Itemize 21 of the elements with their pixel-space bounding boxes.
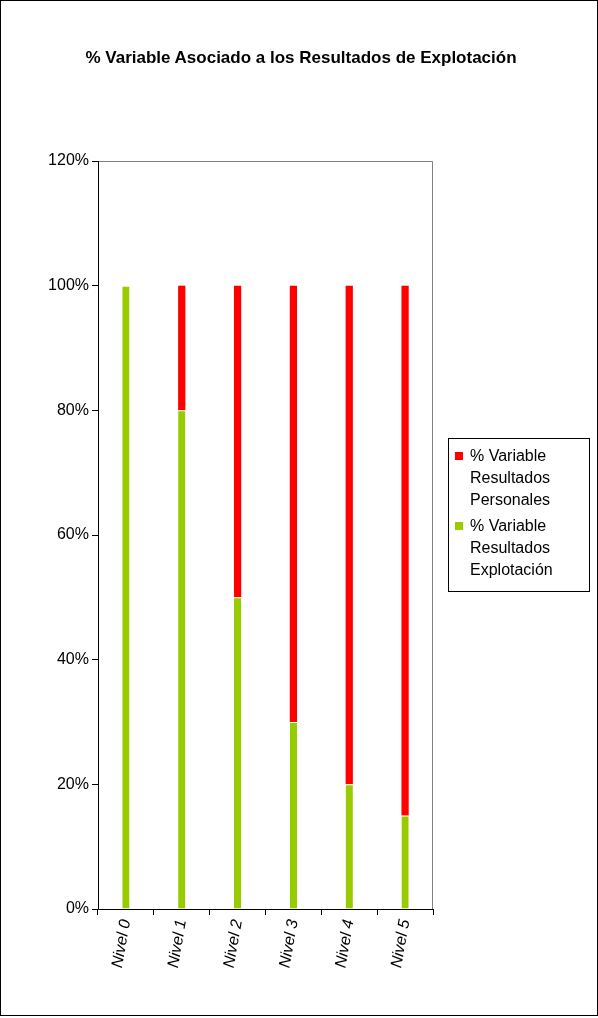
y-tick-label: 20%: [56, 774, 89, 792]
x-tick-label: Nivel 2: [219, 917, 245, 970]
bar: [178, 285, 186, 411]
legend-label: % Variable Resultados Personales: [470, 446, 552, 510]
x-tick-label: Nivel 5: [387, 917, 413, 970]
y-tick-label: 80%: [56, 400, 89, 418]
x-tick-label: Nivel 3: [275, 917, 301, 970]
bar: [289, 285, 298, 722]
chart-title: % Variable Asociado a los Resultados de Explotación: [84, 47, 518, 69]
legend-label: % Variable Resultados Explotación: [470, 516, 554, 580]
y-tick-label: 100%: [48, 276, 89, 294]
bar: [401, 285, 409, 816]
y-tick-label: 60%: [56, 525, 89, 543]
x-tick-label: Nivel 4: [331, 917, 357, 970]
bar: [345, 285, 353, 785]
x-tick-label: Nivel 1: [163, 918, 190, 970]
x-tick-label: Nivel 0: [108, 917, 134, 970]
y-tick-label: 40%: [56, 650, 89, 668]
y-tick-label: 120%: [48, 151, 89, 169]
bar: [233, 285, 242, 598]
y-tick-label: 0%: [65, 899, 89, 917]
